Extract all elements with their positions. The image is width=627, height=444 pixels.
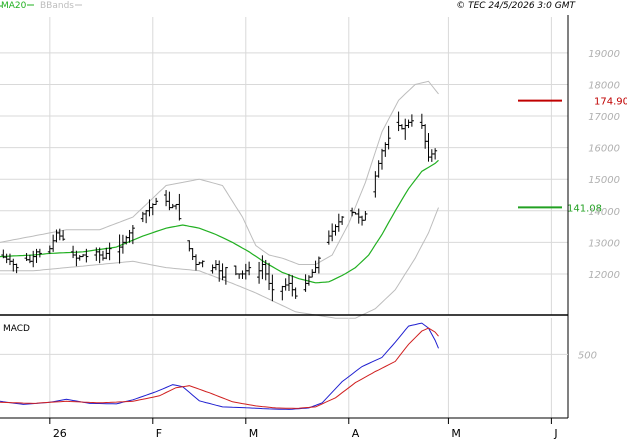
macd-y-tick-label: 500 <box>578 350 597 361</box>
x-axis: 26 F M A M J <box>49 418 558 440</box>
x-tick-label: J <box>553 427 557 440</box>
support-label: 141.08 <box>567 203 602 214</box>
price-y-tick-label: 16000 <box>588 144 620 155</box>
signal-line <box>0 327 439 409</box>
resistance-label: 174.90 <box>594 97 627 108</box>
price-y-tick-label: 17000 <box>588 112 620 123</box>
bollinger-bands <box>0 80 439 319</box>
x-tick-label: M <box>451 427 461 440</box>
legend-bbands: BBands <box>40 1 74 11</box>
x-tick-label: A <box>352 427 360 440</box>
price-y-axis: 12000 13000 14000 15000 16000 17000 18000 19000 <box>588 49 620 281</box>
x-tick-label: F <box>156 427 162 440</box>
price-y-tick-label: 14000 <box>588 207 620 218</box>
upper-band-line <box>0 80 439 265</box>
price-y-tick-label: 18000 <box>588 80 620 91</box>
price-grid <box>0 17 568 315</box>
price-y-tick-label: 19000 <box>588 49 620 60</box>
macd-label: MACD <box>3 324 30 334</box>
macd-line <box>0 322 439 410</box>
macd-lines <box>0 322 439 410</box>
price-y-tick-label: 15000 <box>588 175 620 186</box>
price-bars <box>1 111 438 302</box>
copyright-text: © TEC 24/5/2026 3:0 GMT <box>456 1 576 11</box>
price-levels: 174.90 141.08 <box>518 97 627 214</box>
price-y-tick-label: 12000 <box>588 270 620 281</box>
x-tick-label: M <box>249 427 258 440</box>
macd-y-axis: 500 <box>578 350 597 361</box>
legend-ma20: MA20 <box>1 1 27 11</box>
x-tick-label: 26 <box>53 427 67 440</box>
price-y-tick-label: 13000 <box>588 238 620 249</box>
macd-grid <box>0 318 568 418</box>
